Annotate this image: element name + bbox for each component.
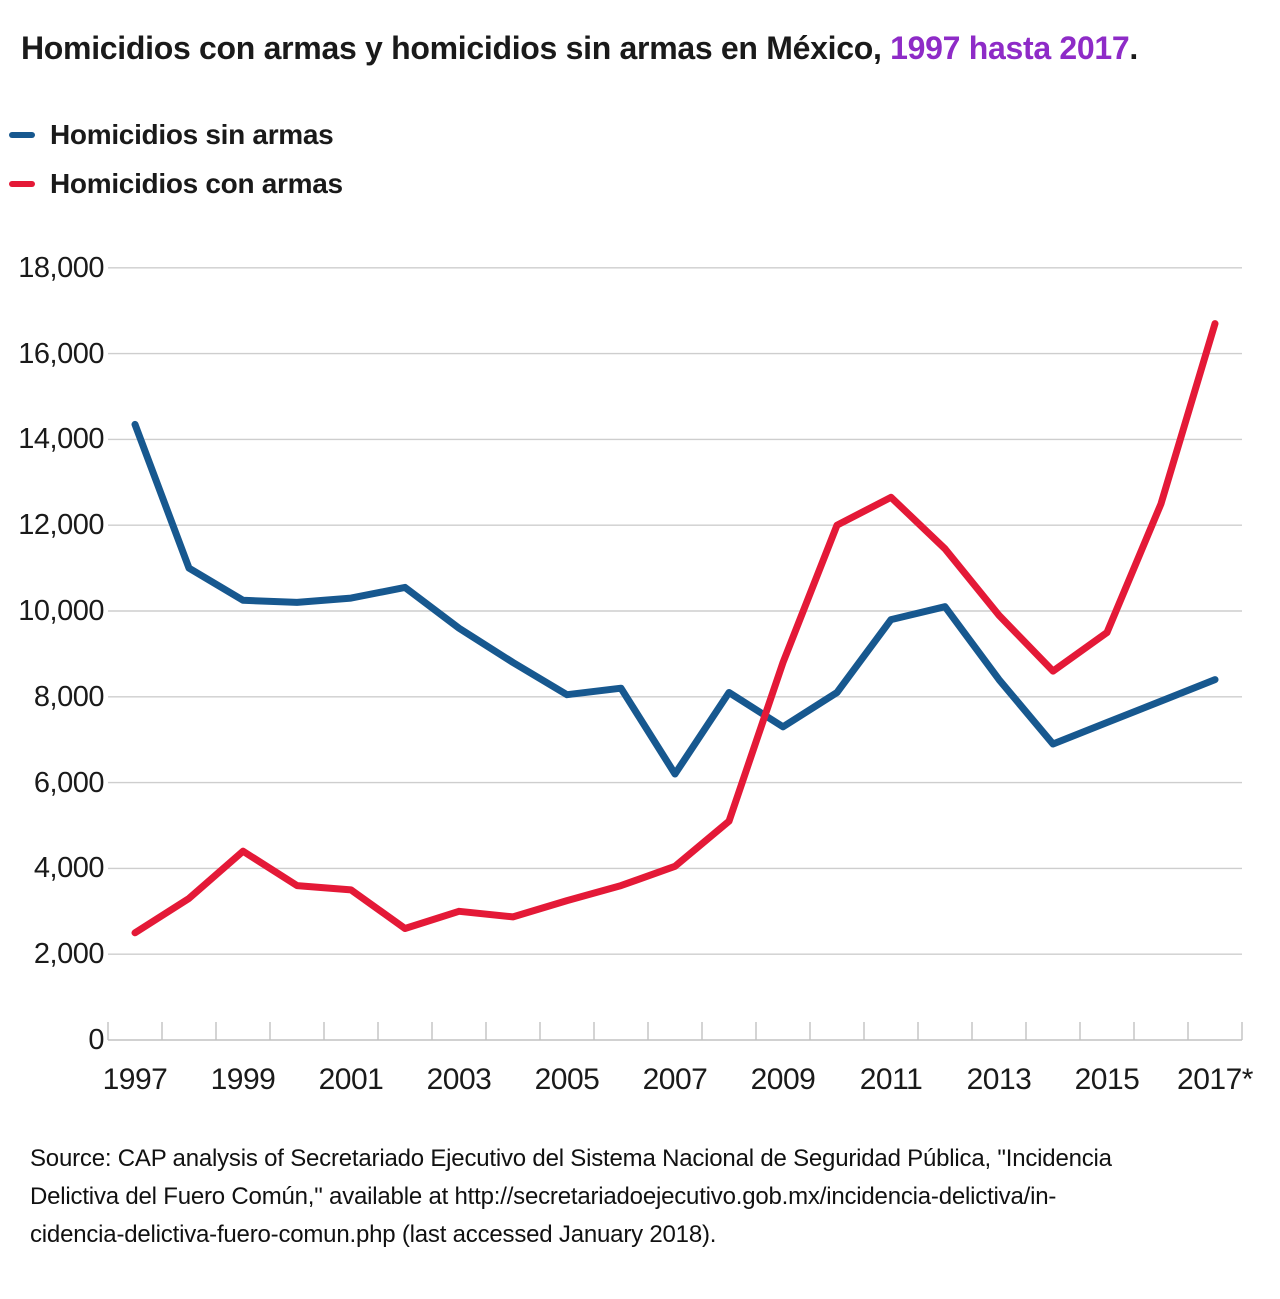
x-axis-label: 2007 bbox=[642, 1063, 708, 1096]
source-note: Source: CAP analysis of Secretariado Eje… bbox=[30, 1140, 1255, 1254]
x-axis-label: 2001 bbox=[318, 1063, 384, 1096]
legend: Homicidios sin armas Homicidios con arma… bbox=[9, 110, 343, 208]
source-line: Delictiva del Fuero Común," available at… bbox=[30, 1183, 1057, 1210]
legend-dash-icon-blue bbox=[9, 131, 35, 138]
x-axis-label: 2017* bbox=[1177, 1063, 1253, 1096]
y-axis-label: 2,000 bbox=[33, 938, 105, 970]
legend-item-con-armas: Homicidios con armas bbox=[9, 159, 343, 208]
legend-label: Homicidios con armas bbox=[50, 167, 343, 199]
x-axis-label: 1997 bbox=[102, 1063, 168, 1096]
chart-title-highlight: 1997 hasta 2017 bbox=[890, 30, 1130, 66]
chart-title-prefix: Homicidios con armas y homicidios sin ar… bbox=[21, 30, 891, 66]
y-axis-label: 8,000 bbox=[33, 681, 105, 713]
y-axis-label: 14,000 bbox=[18, 423, 104, 455]
source-line: cidencia-delictiva-fuero-comun.php (last… bbox=[30, 1221, 717, 1248]
x-axis-label: 2009 bbox=[750, 1063, 816, 1096]
legend-item-sin-armas: Homicidios sin armas bbox=[9, 110, 343, 159]
y-axis-label: 6,000 bbox=[33, 767, 105, 799]
x-axis-label: 2015 bbox=[1074, 1063, 1140, 1096]
x-axis-label: 2005 bbox=[534, 1063, 600, 1096]
y-axis-label: 0 bbox=[88, 1024, 104, 1056]
series-line-homicidios-sin-armas bbox=[131, 420, 1219, 778]
series-line-homicidios-con-armas bbox=[131, 320, 1219, 937]
y-axis-label: 12,000 bbox=[18, 509, 104, 541]
y-axis-label: 4,000 bbox=[33, 852, 105, 884]
x-axis-label: 2013 bbox=[966, 1063, 1032, 1096]
y-axis-label: 16,000 bbox=[18, 338, 104, 370]
source-line: Source: CAP analysis of Secretariado Eje… bbox=[30, 1145, 1112, 1172]
y-axis-label: 10,000 bbox=[18, 595, 104, 627]
x-axis-label: 1999 bbox=[210, 1063, 276, 1096]
chart-title: Homicidios con armas y homicidios sin ar… bbox=[21, 30, 1138, 67]
x-axis-label: 2011 bbox=[859, 1063, 923, 1096]
chart-title-suffix: . bbox=[1129, 30, 1138, 66]
legend-dash-icon-red bbox=[9, 180, 35, 187]
y-axis-label: 18,000 bbox=[18, 252, 104, 284]
x-axis-label: 2003 bbox=[426, 1063, 492, 1096]
legend-label: Homicidios sin armas bbox=[50, 118, 334, 150]
